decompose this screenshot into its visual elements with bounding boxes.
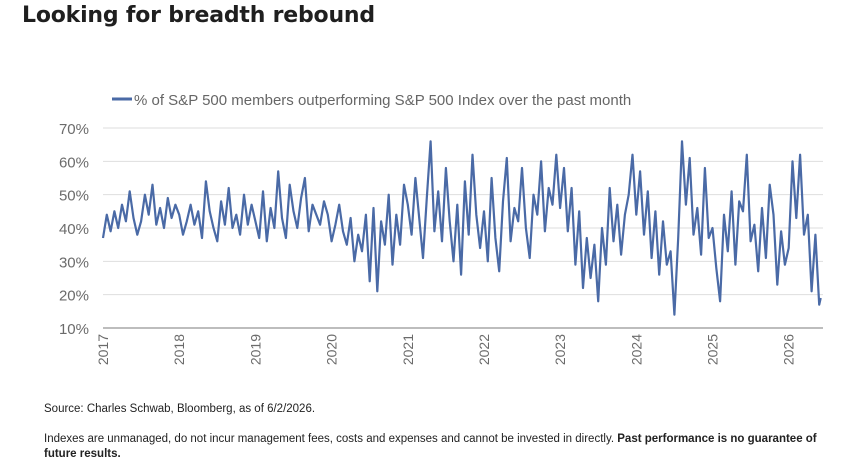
x-tick-label: 2019 bbox=[247, 334, 263, 365]
y-tick-label: 10% bbox=[59, 321, 89, 338]
disclaimer-text: Indexes are unmanaged, do not incur mana… bbox=[44, 433, 615, 445]
x-tick-label: 2021 bbox=[400, 334, 416, 365]
y-tick-label: 70% bbox=[59, 121, 89, 138]
legend: % of S&P 500 members outperforming S&P 5… bbox=[112, 92, 631, 109]
x-axis-ticks: 2017 2018 2019 2020 2021 2022 2023 2024 2025 2026 bbox=[95, 334, 797, 365]
x-tick-label: 2017 bbox=[95, 334, 111, 365]
y-tick-label: 30% bbox=[59, 254, 89, 271]
y-tick-label: 20% bbox=[59, 288, 89, 305]
x-tick-label: 2022 bbox=[476, 334, 492, 365]
x-tick-label: 2023 bbox=[552, 334, 568, 365]
source-note: Source: Charles Schwab, Bloomberg, as of… bbox=[44, 403, 316, 415]
line-chart: 10%20%30%40%50%60%70% 2017 2018 2019 2020 20… bbox=[59, 92, 823, 365]
legend-label: % of S&P 500 members outperforming S&P 5… bbox=[134, 92, 631, 109]
chart-title: Looking for breadth rebound bbox=[22, 3, 375, 28]
series-line bbox=[101, 140, 822, 316]
x-tick-label: 2020 bbox=[324, 334, 340, 365]
disclaimer-bold: Past performance is no guarantee of futu… bbox=[44, 433, 817, 460]
disclaimer: Indexes are unmanaged, do not incur mana… bbox=[44, 432, 844, 462]
x-tick-label: 2025 bbox=[705, 334, 721, 365]
x-tick-label: 2026 bbox=[781, 334, 797, 365]
y-tick-label: 50% bbox=[59, 188, 89, 205]
y-tick-label: 60% bbox=[59, 154, 89, 171]
x-tick-label: 2024 bbox=[628, 334, 644, 365]
y-tick-label: 40% bbox=[59, 221, 89, 238]
y-axis-ticks: 10% 20% 30% 40% 50% 60% 70% bbox=[59, 121, 89, 338]
x-tick-label: 2018 bbox=[171, 334, 187, 365]
